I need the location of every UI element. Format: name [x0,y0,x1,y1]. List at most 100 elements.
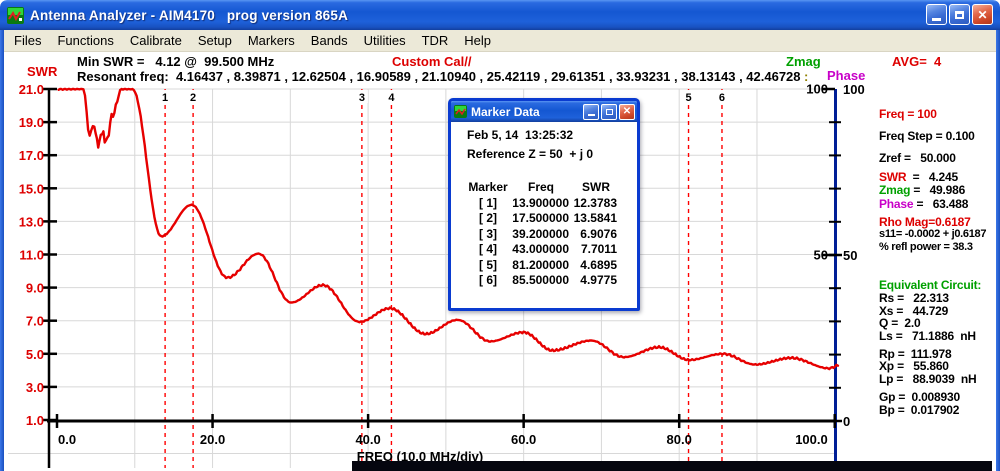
swr-tick-label: 3.0 [26,380,44,395]
close-icon: ✕ [977,7,988,22]
dialog-maximize-button[interactable] [601,103,617,120]
marker-table-cell: [ 6] [479,273,497,287]
legend-colon: : [804,69,809,84]
marker-label-bg [159,90,172,103]
menu-markers[interactable]: Markers [247,33,295,48]
readout-lp: Lp = 88.9039 nH [879,372,977,386]
readout-xs: Xs = 44.729 [879,304,949,318]
swr-tick-label: 9.0 [26,281,44,296]
dialog-title: Marker Data [471,104,540,119]
minimize-icon [932,17,941,21]
marker-label-bg [682,90,695,103]
avg-readout: AVG= 4 [892,54,942,69]
marker-number-5: 5 [685,92,691,104]
dialog-datetime: Feb 5, 14 13:25:32 [467,128,574,142]
marker-table-cell: 4.9775 [580,273,617,287]
maximize-icon [955,10,964,19]
marker-table-cell: 13.5841 [573,211,617,225]
marker-table-header-marker: Marker [468,180,508,194]
swr-tick-label: 7.0 [26,314,44,329]
zmag-tick-label: 50 [814,248,828,263]
x-tick-label: 60.0 [511,432,536,447]
dialog-icon [454,105,467,118]
resonant-freq-readout: Resonant freq: 4.16437 , 8.39871 , 12.62… [77,69,801,84]
swr-tick-label: 21.0 [19,82,44,97]
maximize-button[interactable] [949,4,970,25]
readout-equivalent-circuit: Equivalent Circuit: [879,278,982,292]
swr-tick-label: 17.0 [19,148,44,163]
custom-cal-label: Custom Cal// [392,54,472,69]
dialog-close-icon: ✕ [622,106,632,117]
x-tick-label: 20.0 [200,432,225,447]
marker-label-bg [385,90,398,103]
readout-bp: Bp = 0.017902 [879,403,960,417]
swr-tick-label: 5.0 [26,347,44,362]
x-tick-label: 40.0 [355,432,380,447]
menu-bands[interactable]: Bands [310,33,348,48]
close-button[interactable]: ✕ [972,4,993,25]
swr-axis-label: SWR [27,64,58,79]
x-axis-title: FREQ (10.0 MHz/div) [357,449,483,464]
readout-refl-power: % refl power = 38.3 [879,241,973,253]
window-border-left [0,30,4,471]
readout-zref: Zref = 50.000 [879,151,956,165]
readout-rho-mag: Rho Mag=0.6187 [879,215,971,229]
dialog-body: Feb 5, 14 13:25:32 Reference Z = 50 + j … [451,122,637,306]
readout-q: Q = 2.0 [879,316,921,330]
marker-table-cell: 4.6895 [580,257,617,272]
readout-xp: Xp = 55.860 [879,359,949,373]
marker-label-bg [715,90,728,103]
readout-freq: Freq = 100 [879,107,937,121]
swr-curve [57,87,840,371]
dialog-maximize-icon [605,108,613,115]
marker-data-dialog: Marker Data ✕ Feb 5, 14 13:25:32 Referen… [448,98,640,311]
readout-gp: Gp = 0.008930 [879,390,960,404]
menu-calibrate[interactable]: Calibrate [129,33,182,48]
marker-table: Marker Freq SWR [ 1] 13.900000 12.3783 [ 2] 17.… [465,180,621,289]
dialog-title-bar[interactable]: Marker Data ✕ [451,101,637,122]
menu-files[interactable]: Files [14,33,42,48]
menu-bar: Files Functions Calibrate Setup Markers Bands… [0,30,1000,52]
menu-setup[interactable]: Setup [197,33,232,48]
menu-utilities[interactable]: Utilities [363,33,406,48]
swr-tick-label: 13.0 [19,214,44,229]
marker-table-header-freq: Freq [527,180,554,194]
dialog-minimize-icon [587,114,595,116]
readout-swr: SWR = 4.245 [879,170,958,184]
window-title: Antenna Analyzer - AIM4170 prog version … [30,7,349,23]
phase-legend: Phase [827,68,866,83]
swr-tick-label: 1.0 [26,413,44,428]
phase-tick-label: 100 [843,82,865,97]
swr-tick-label: 19.0 [19,115,44,130]
title-bar[interactable]: Antenna Analyzer - AIM4170 prog version … [0,0,1000,30]
x-tick-label: 0.0 [58,432,76,447]
marker-table-cell: [ 5] [479,257,497,272]
marker-table-cell: 13.900000 [512,195,569,210]
marker-table-cell: 6.9076 [580,226,617,241]
marker-table-cell: 17.500000 [512,211,569,225]
marker-number-4: 4 [388,92,395,104]
readout-rs: Rs = 22.313 [879,291,949,305]
marker-label-bg [355,90,368,103]
marker-table-cell: 85.500000 [512,273,569,287]
bottom-status-band [352,461,992,471]
dialog-close-button[interactable]: ✕ [619,103,635,120]
marker-table-cell: 39.200000 [512,226,569,241]
readout-rp: Rp = 111.978 [879,347,952,361]
marker-table-cell: [ 4] [479,242,497,256]
phase-tick-label: 0 [843,414,850,429]
window-border-right [996,30,1000,471]
menu-help[interactable]: Help [464,33,492,48]
marker-number-1: 1 [162,92,168,104]
dialog-reference-z: Reference Z = 50 + j 0 [467,147,594,161]
dialog-minimize-button[interactable] [583,103,599,120]
menu-tdr[interactable]: TDR [421,33,449,48]
readout-freq-step: Freq Step = 0.100 [879,129,975,143]
minimize-button[interactable] [926,4,947,25]
zmag-tick-label: 100 [806,82,828,97]
menu-functions[interactable]: Functions [57,33,114,48]
marker-number-3: 3 [359,92,365,104]
zmag-legend: Zmag [786,54,821,69]
